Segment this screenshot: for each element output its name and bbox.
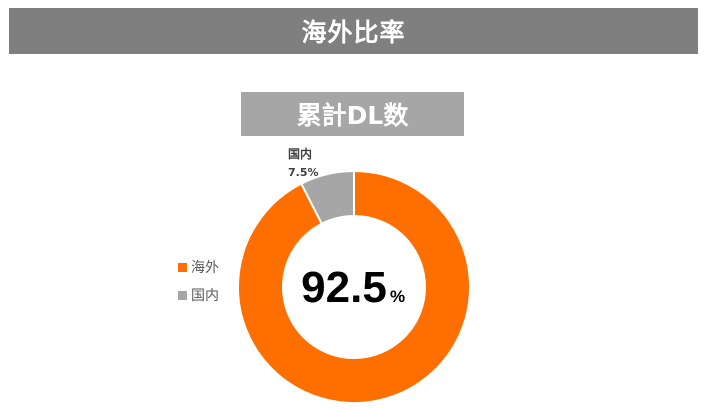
legend-label-1: 国内 bbox=[191, 288, 219, 304]
center-value: 92.5 bbox=[301, 263, 387, 312]
chart-title-banner: 累計DL数 bbox=[241, 92, 464, 136]
donut-slice-0 bbox=[237, 169, 471, 404]
donut-slice-1 bbox=[299, 169, 355, 226]
legend-swatch-1 bbox=[178, 291, 187, 300]
chart-title: 累計DL数 bbox=[296, 101, 409, 130]
data-label-domestic-name: 国内 bbox=[288, 146, 312, 161]
data-label-domestic-value: 7.5% bbox=[288, 166, 319, 179]
center-unit: % bbox=[390, 287, 405, 306]
header-title: 海外比率 bbox=[301, 18, 406, 47]
header-banner: 海外比率 bbox=[9, 8, 698, 54]
legend-label-0: 海外 bbox=[191, 260, 219, 276]
legend-swatch-0 bbox=[178, 263, 187, 272]
